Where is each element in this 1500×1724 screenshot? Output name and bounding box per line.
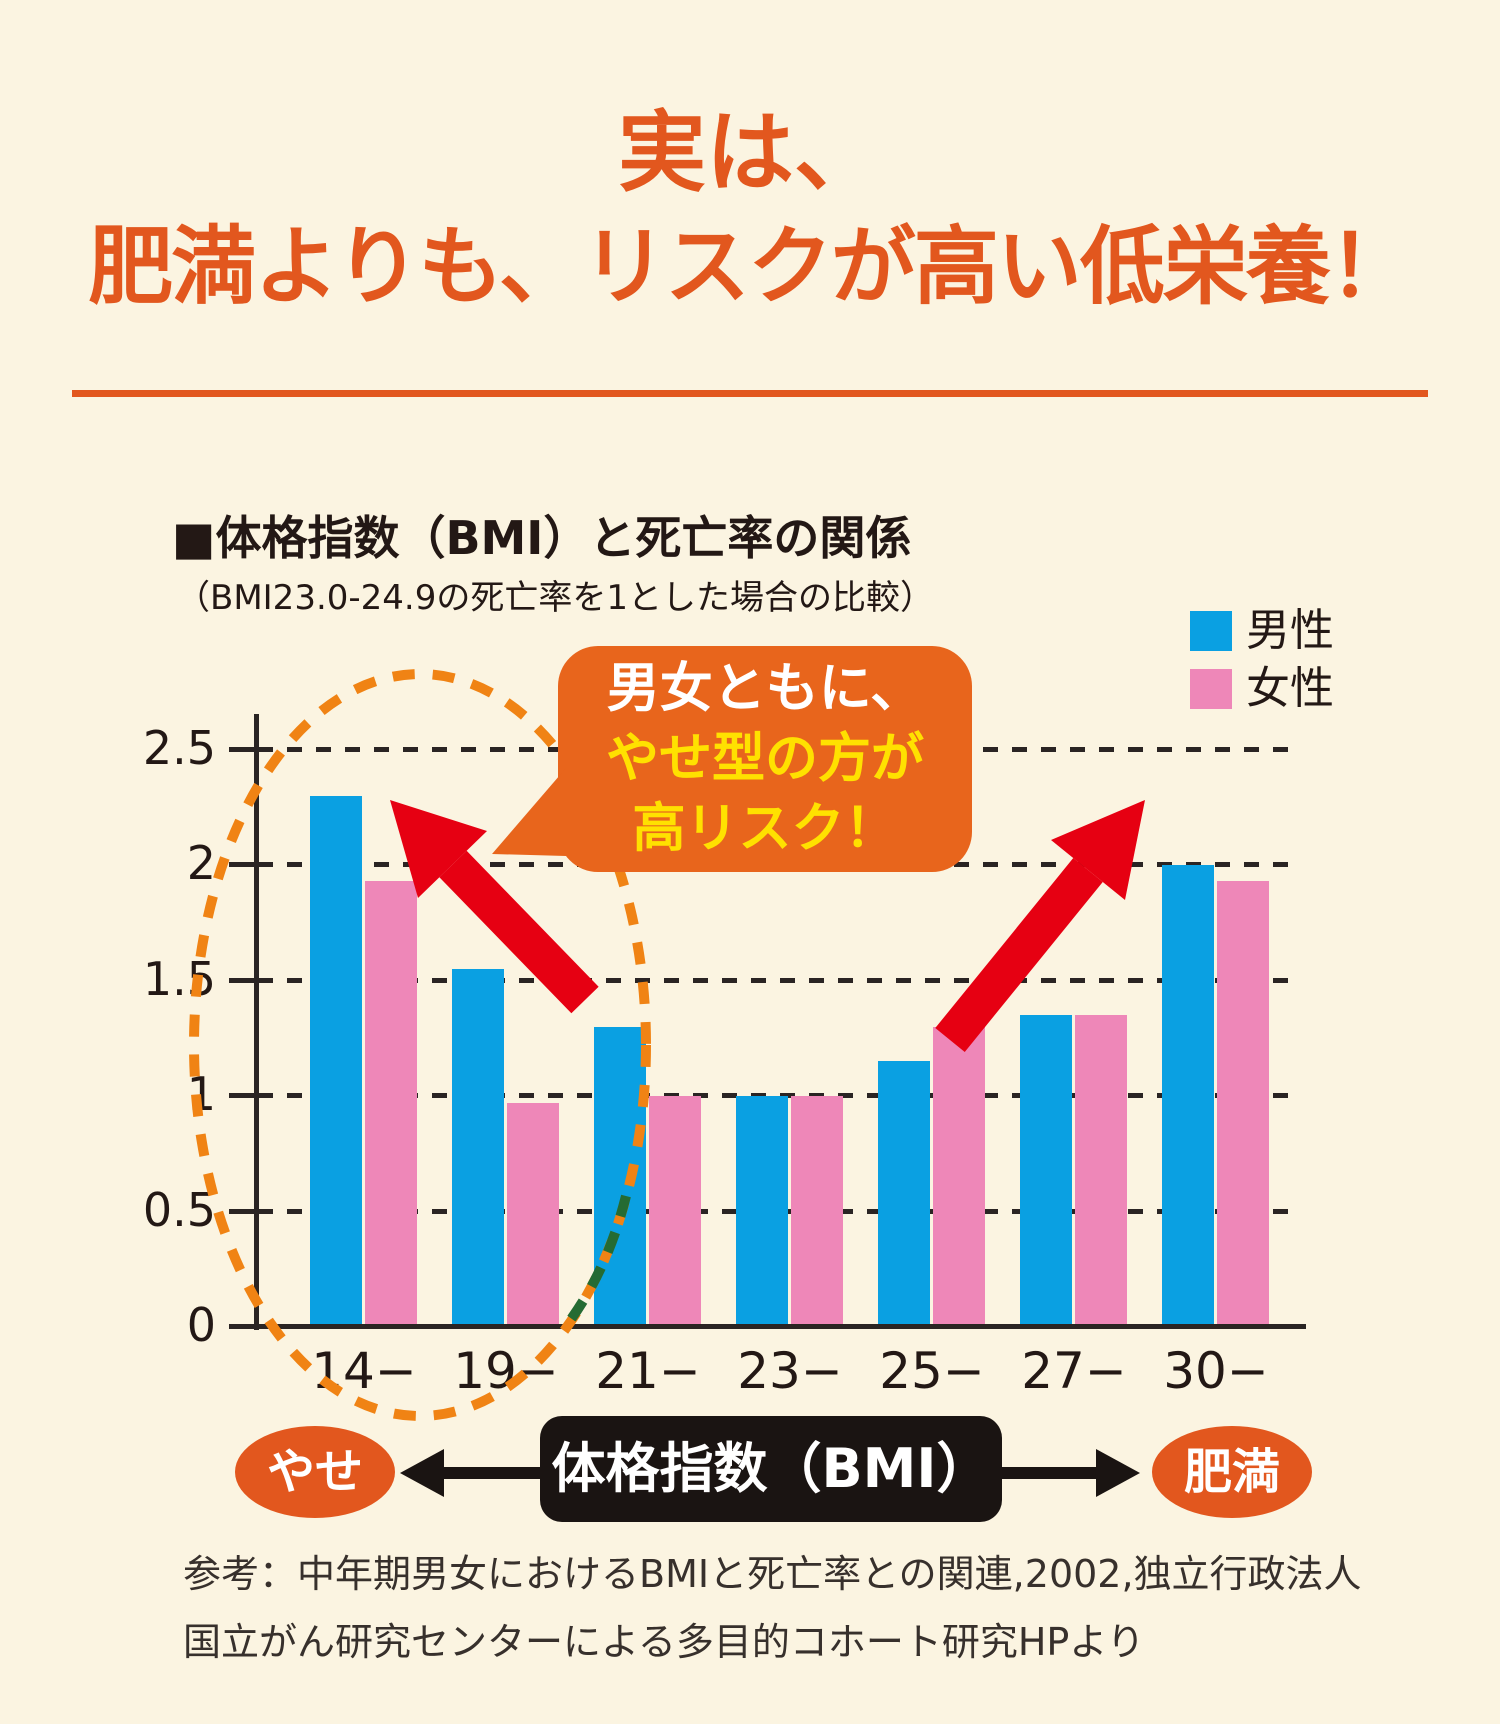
source-note: 参考：中年期男女におけるBMIと死亡率との関連,2002,独立行政法人 国立がん… [183,1540,1362,1676]
left-arrow-icon [400,1449,444,1497]
y-tick-label-1: 1 [186,1067,216,1121]
main-title-line2: 肥満よりも、リスクが高い低栄養！ [88,218,1414,317]
y-tick-1.5 [229,977,256,983]
y-tick-label-0.5: 0.5 [142,1182,216,1237]
bar-女性-27− [1075,1015,1127,1327]
bar-男性-25− [878,1061,930,1327]
thin-badge: やせ [235,1426,395,1518]
left-arrow-shaft [440,1467,542,1479]
main-title-line1: 実は、 [617,101,882,204]
bar-男性-23− [736,1096,788,1327]
chart-subtitle: （BMI23.0-24.9の死亡率を1とした場合の比較） [176,578,934,618]
right-arrow-icon [1096,1449,1140,1497]
bar-男性-27− [1020,1015,1072,1327]
bar-男性-14− [310,796,362,1327]
y-tick-label-1.5: 1.5 [142,951,216,1006]
bar-女性-21− [649,1096,701,1327]
x-label-30−: 30− [1163,1342,1269,1400]
bar-男性-30− [1162,865,1214,1327]
y-tick-label-2: 2 [186,836,216,890]
bar-女性-19− [507,1103,559,1327]
x-label-14−: 14− [311,1342,417,1400]
legend-row-男性: 男性 [1190,605,1334,656]
obese-badge: 肥満 [1152,1426,1312,1518]
callout-line1: 男女ともに、 [606,658,924,719]
y-tick-2 [229,862,256,867]
y-tick-2.5 [229,746,256,752]
callout-line3: 高リスク！ [632,798,898,859]
x-label-23−: 23− [737,1342,843,1400]
title-divider [72,390,1428,397]
x-axis [254,1324,1306,1329]
x-label-19−: 19− [453,1342,559,1400]
callout-line2: やせ型の方が [606,728,924,789]
x-label-21−: 21− [595,1342,701,1400]
gridline-1 [258,1093,1302,1098]
y-tick-label-0: 0 [186,1298,216,1352]
bar-女性-23− [791,1096,843,1327]
chart-title: ■体格指数（BMI）と死亡率の関係 [172,511,912,565]
y-tick-1 [229,1093,256,1098]
y-axis [254,714,259,1330]
x-label-25−: 25− [879,1342,985,1400]
legend-swatch-男性 [1190,611,1232,651]
main-title: 実は、 肥満よりも、リスクが高い低栄養！ [0,94,1500,324]
legend-swatch-女性 [1190,669,1232,709]
bar-男性-19− [452,969,504,1327]
gridline-1.5 [258,977,1302,983]
callout-bubble: 男女ともに、 やせ型の方が 高リスク！ [558,646,972,872]
source-line2: 国立がん研究センターによる多目的コホート研究HPより [183,1620,1145,1664]
chart-legend: 男性 女性 [1190,605,1334,714]
legend-row-女性: 女性 [1190,663,1334,714]
y-tick-0.5 [229,1208,256,1214]
right-arrow-shaft [1000,1467,1100,1479]
bar-女性-25− [933,1027,985,1327]
legend-label-女性: 女性 [1246,663,1334,714]
bar-男性-21− [594,1027,646,1327]
bar-女性-30− [1217,881,1269,1327]
bar-女性-14− [365,881,417,1327]
y-tick-0 [229,1324,256,1329]
y-tick-label-2.5: 2.5 [142,720,216,775]
x-label-27−: 27− [1021,1342,1127,1400]
source-line1: 参考：中年期男女におけるBMIと死亡率との関連,2002,独立行政法人 [183,1552,1362,1596]
legend-label-男性: 男性 [1246,605,1334,656]
bmi-axis-label: 体格指数（BMI） [540,1416,1002,1522]
